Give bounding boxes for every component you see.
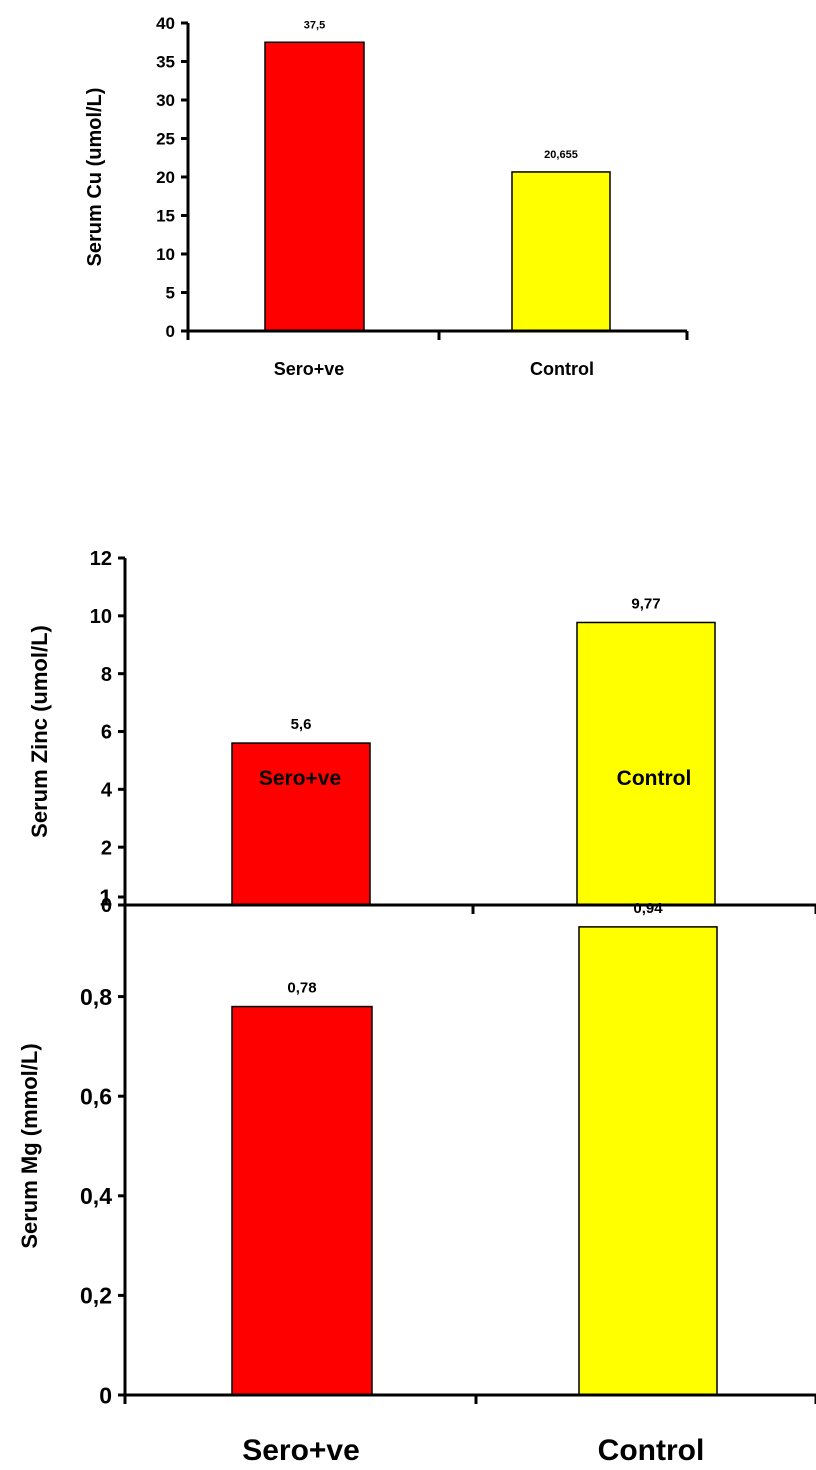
y-tick-label: 8 [101,664,112,686]
y-axis-title: Serum Mg (mmol/L) [17,1043,42,1248]
bar [231,1005,373,1396]
bar [264,41,365,332]
x-category-label: Sero+ve [242,1434,360,1467]
y-tick-label: 1 [99,884,112,910]
bar [511,171,611,332]
y-tick-label: 15 [156,207,175,226]
data-label: 20,655 [544,149,578,161]
bar [231,742,371,906]
y-tick-label: 2 [101,837,112,859]
y-tick-label: 10 [90,606,112,628]
y-tick-label: 5 [166,284,175,303]
y-tick-label: 30 [156,91,175,110]
y-tick-label: 0,4 [80,1183,112,1209]
y-tick-label: 0,6 [80,1083,112,1109]
x-category-label: Sero+ve [274,359,345,379]
bar [578,926,718,1396]
y-tick-label: 0,8 [80,984,112,1010]
y-tick-label: 4 [101,780,113,802]
bar [576,621,716,906]
y-tick-label: 40 [156,14,175,33]
y-tick-label: 25 [156,130,175,149]
x-category-label: Control [530,359,594,379]
y-tick-label: 10 [156,245,175,264]
y-tick-label: 0 [166,322,175,341]
chart-serum-mg: 0,78 0,94 0 0,2 0,4 0,6 0,8 1 Sero+ve Control Seru… [17,884,816,1467]
data-label: 9,77 [631,595,660,612]
data-label: 37,5 [304,19,325,31]
y-axis-title: Serum Cu (umol/L) [84,88,106,267]
data-label: 0,94 [633,900,663,917]
x-category-label: Sero+ve [259,767,341,790]
data-label: 0,78 [287,980,316,997]
chart-serum-cu: 37,5 20,655 0 5 10 15 20 25 30 35 40 Sero+ve Control… [84,14,689,379]
x-category-label: Control [617,767,692,790]
y-tick-label: 20 [156,168,175,187]
data-label: 5,6 [291,716,312,733]
y-tick-label: 35 [156,53,175,72]
y-tick-label: 12 [90,548,112,570]
y-tick-label: 0 [101,895,112,917]
chart-serum-zinc: 5,6 9,77 0 2 4 6 8 10 12 Sero+ve Control Serum Zinc… [27,548,816,917]
y-tick-label: 0,2 [80,1283,112,1309]
x-category-label: Control [598,1434,705,1467]
y-axis-title: Serum Zinc (umol/L) [27,625,52,838]
y-tick-label: 6 [101,722,112,744]
y-tick-label: 0 [99,1382,112,1408]
